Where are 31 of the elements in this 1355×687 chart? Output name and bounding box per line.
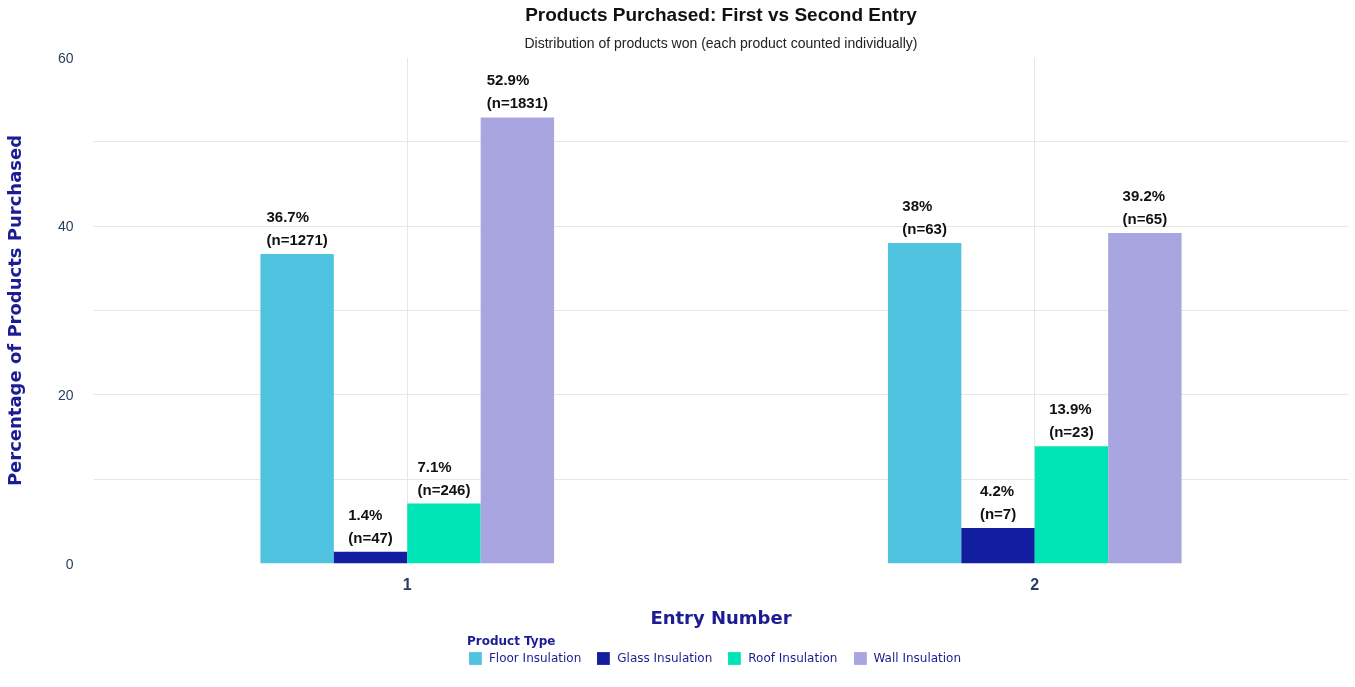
legend-label: Roof Insulation bbox=[748, 650, 838, 666]
bar bbox=[333, 551, 408, 564]
y-axis-title: Percentage of Products Purchased bbox=[3, 134, 25, 487]
chart-subtitle: Distribution of products won (each product counted individually) bbox=[524, 34, 918, 51]
y-tick-label: 40 bbox=[57, 218, 74, 235]
x-axis-title: Entry Number bbox=[650, 606, 792, 628]
data-label: 36.7% (n=1271) bbox=[266, 208, 328, 248]
data-label: 4.2% (n=7) bbox=[979, 482, 1017, 523]
x-tick-label: 2 bbox=[1030, 575, 1040, 593]
bar bbox=[260, 254, 334, 564]
legend-title: Product Type bbox=[466, 634, 557, 648]
bar bbox=[887, 243, 962, 564]
bar bbox=[407, 503, 481, 564]
x-tick-label: 1 bbox=[402, 575, 412, 593]
data-label: 39.2% (n=65) bbox=[1122, 186, 1168, 227]
legend-label: Wall Insulation bbox=[873, 650, 962, 666]
legend-label: Glass Insulation bbox=[617, 650, 713, 666]
bar bbox=[1034, 446, 1109, 564]
bar bbox=[961, 528, 1035, 564]
data-label: 7.1% (n=246) bbox=[417, 457, 471, 498]
y-tick-label: 0 bbox=[65, 555, 74, 572]
data-label: 38% (n=63) bbox=[902, 197, 947, 238]
chart-title: Products Purchased: First vs Second Entry bbox=[525, 3, 918, 25]
bar bbox=[1108, 232, 1182, 564]
y-tick-label: 20 bbox=[57, 386, 74, 403]
data-label: 13.9% (n=23) bbox=[1049, 400, 1094, 441]
bar bbox=[480, 117, 555, 564]
data-label: 52.9% (n=1831) bbox=[486, 71, 549, 112]
legend-label: Floor Insulation bbox=[488, 650, 582, 666]
y-tick-label: 60 bbox=[57, 49, 74, 66]
data-label: 1.4% (n=47) bbox=[348, 505, 393, 546]
